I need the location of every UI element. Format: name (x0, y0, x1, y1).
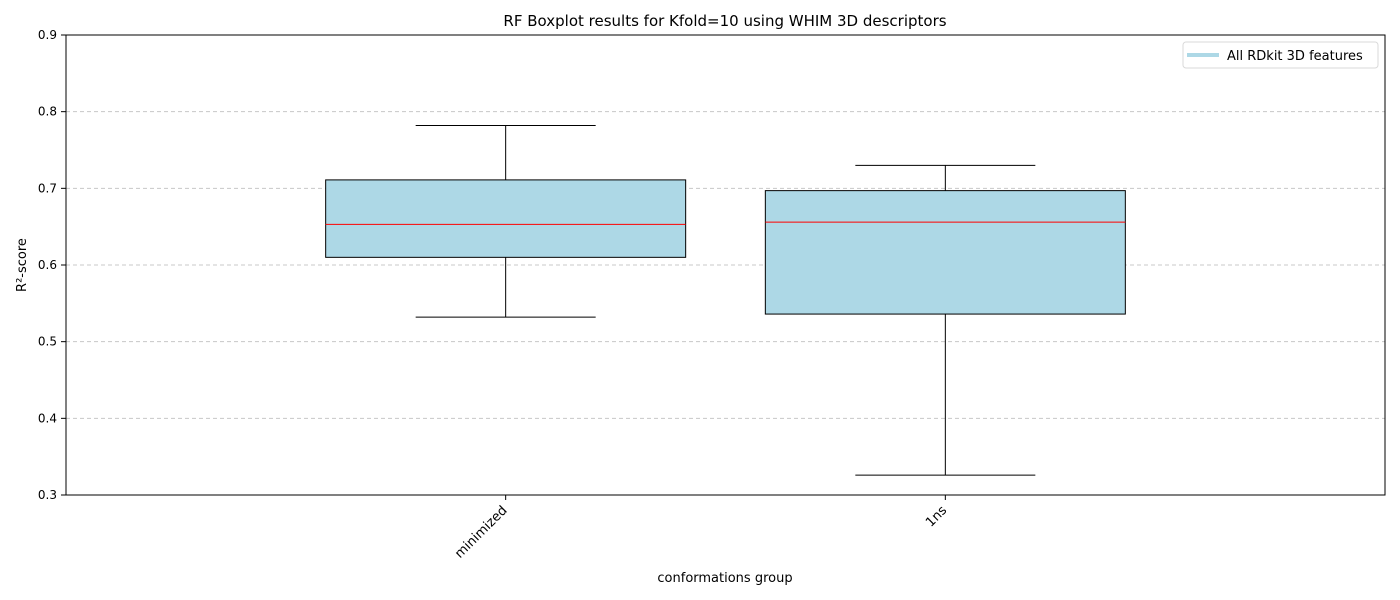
y-tick-label: 0.9 (38, 28, 57, 42)
iqr-box (325, 179, 687, 258)
x-tick-label: minimized (452, 503, 510, 561)
y-tick-label: 0.3 (38, 488, 57, 502)
legend-frame (1182, 41, 1379, 69)
y-tick-label: 0.7 (38, 181, 57, 195)
iqr-box (764, 190, 1126, 315)
x-axis-label: conformations group (657, 571, 792, 586)
y-tick-label: 0.5 (38, 335, 57, 349)
box-group (325, 124, 687, 318)
grid-layer (66, 111, 1385, 419)
chart-title: RF Boxplot results for Kfold=10 using WH… (503, 12, 946, 30)
y-axis-label: R²-score (15, 238, 30, 292)
box-layer (325, 124, 1126, 476)
y-tick-label: 0.6 (38, 258, 57, 272)
legend: All RDkit 3D features (1182, 41, 1379, 69)
box-group (764, 164, 1126, 476)
x-tick-label: 1ns (923, 503, 950, 530)
legend-label: All RDkit 3D features (1227, 49, 1363, 64)
y-tick-label: 0.4 (38, 411, 57, 425)
y-tick-label: 0.8 (38, 105, 57, 119)
